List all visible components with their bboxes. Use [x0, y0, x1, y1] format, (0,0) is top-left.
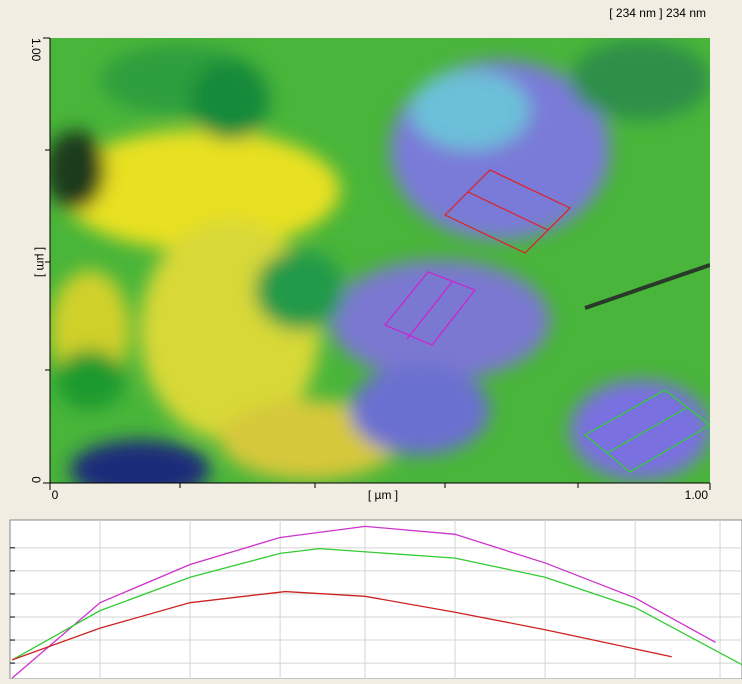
page: {"header_label": "[ 234 nm ] 234 nm", "i… — [0, 0, 742, 679]
x-tick-label: 1.00 — [685, 488, 709, 502]
x-axis-label: [ µm ] — [368, 488, 398, 502]
profile-chart — [10, 520, 742, 679]
afm-viewer: [ 234 nm ] 234 nm — [0, 0, 742, 679]
scale-label: [ 234 nm ] 234 nm — [609, 6, 706, 20]
height-map — [45, 38, 710, 500]
y-tick-label: 1.00 — [29, 38, 43, 62]
y-axis-label: [ µm ] — [34, 247, 48, 277]
y-tick-label: 0 — [29, 476, 43, 483]
x-tick-label: 0 — [52, 488, 59, 502]
